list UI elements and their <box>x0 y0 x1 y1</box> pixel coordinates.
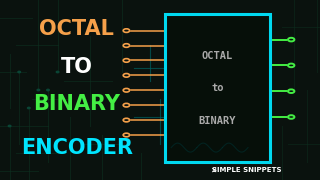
Circle shape <box>37 89 40 91</box>
Text: OCTAL: OCTAL <box>202 51 233 61</box>
Circle shape <box>288 115 294 119</box>
Circle shape <box>123 88 130 92</box>
Text: BINARY: BINARY <box>33 94 120 114</box>
Circle shape <box>288 38 294 41</box>
Text: ✕: ✕ <box>210 166 216 175</box>
Circle shape <box>47 89 49 91</box>
Bar <box>165 14 270 162</box>
Circle shape <box>288 89 294 93</box>
Circle shape <box>56 71 59 73</box>
Circle shape <box>18 71 20 73</box>
Circle shape <box>288 64 294 67</box>
Circle shape <box>123 44 130 47</box>
Text: SIMPLE SNIPPETS: SIMPLE SNIPPETS <box>212 167 281 173</box>
Circle shape <box>123 59 130 62</box>
Text: OCTAL: OCTAL <box>39 19 114 39</box>
Text: TO: TO <box>61 57 93 77</box>
Circle shape <box>8 125 11 127</box>
Circle shape <box>123 29 130 32</box>
Circle shape <box>123 103 130 107</box>
Text: to: to <box>211 83 224 93</box>
Text: ENCODER: ENCODER <box>21 138 133 158</box>
Circle shape <box>123 118 130 122</box>
Circle shape <box>28 107 30 109</box>
Circle shape <box>123 74 130 77</box>
Circle shape <box>123 133 130 137</box>
Text: BINARY: BINARY <box>199 116 236 126</box>
